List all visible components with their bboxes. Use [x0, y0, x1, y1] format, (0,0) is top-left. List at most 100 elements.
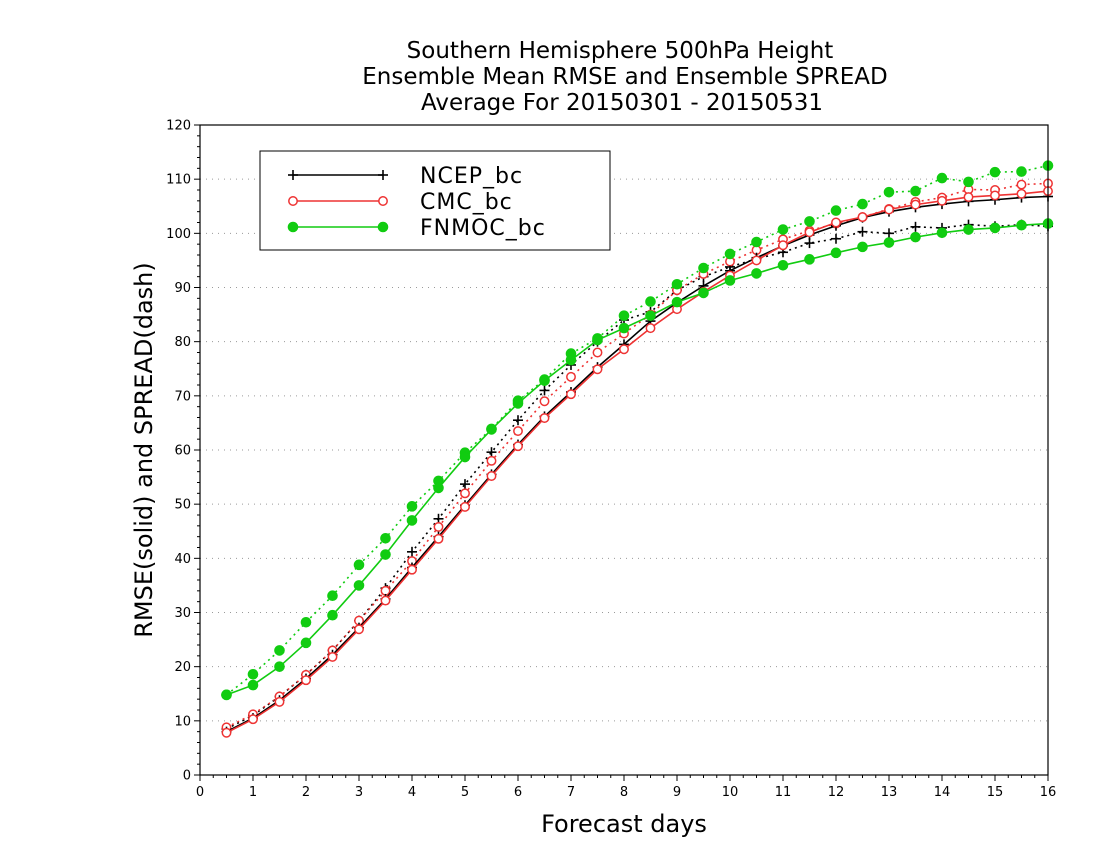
series-cmc-bc-spread-point: [513, 426, 523, 436]
series-cmc-bc-rmse-point: [301, 675, 311, 686]
series-cmc-bc-rmse-point: [539, 413, 550, 423]
series-ncep-bc-rmse-line: [226, 195, 1049, 733]
series-fnmoc-bc-rmse-point: [645, 310, 656, 321]
series-fnmoc-bc-rmse-point: [512, 398, 524, 409]
x-tick-label: 12: [828, 785, 845, 800]
series-cmc-bc-spread-line: [226, 182, 1049, 729]
legend-item-cmc-bc: CMC_bc: [288, 190, 513, 215]
series-cmc-bc-rmse-point: [910, 199, 921, 210]
y-tick-label: 100: [166, 227, 191, 242]
series-fnmoc-bc-rmse-point: [459, 451, 471, 463]
series-cmc-bc-rmse-point: [884, 204, 894, 215]
x-tick-label: 16: [1040, 785, 1057, 800]
legend-marker: [378, 196, 388, 206]
grid: [200, 178, 1048, 722]
y-tick-label: 20: [174, 660, 191, 675]
series-fnmoc-bc-rmse-point: [963, 224, 974, 235]
series-fnmoc-bc-rmse-point: [804, 254, 815, 265]
series-cmc-bc-rmse-point: [513, 441, 523, 452]
series-fnmoc-bc-spread-point: [883, 186, 895, 198]
series-fnmoc-bc-spread-point: [777, 224, 789, 235]
y-tick-label: 110: [166, 173, 191, 188]
x-tick-label: 0: [196, 785, 204, 800]
series-fnmoc-bc-rmse-point: [380, 549, 391, 560]
series-fnmoc-bc-spread-point: [274, 645, 285, 656]
series-fnmoc-bc-spread-point: [830, 205, 842, 216]
x-tick-label: 14: [934, 785, 951, 800]
series-fnmoc-bc-rmse-point: [989, 222, 1001, 234]
series-fnmoc-bc-rmse-point: [857, 241, 868, 253]
series-cmc-bc-rmse-point: [751, 255, 762, 266]
series-fnmoc-bc-spread-point: [963, 176, 974, 188]
x-tick-label: 15: [987, 785, 1004, 800]
series-fnmoc-bc-spread-point: [724, 248, 736, 260]
series-fnmoc-bc-rmse-point: [274, 661, 285, 672]
series-ncep-bc-spread-point: [831, 233, 841, 244]
series-fnmoc-bc-rmse-point: [671, 296, 683, 308]
series-cmc-bc-rmse-point: [831, 217, 841, 228]
series-fnmoc-bc-spread-point: [671, 278, 683, 290]
series-cmc-bc-spread-point: [380, 585, 391, 596]
series-ncep-bc-spread-point: [857, 226, 868, 237]
series-cmc-bc-rmse-line: [226, 190, 1049, 734]
series-fnmoc-bc-spread-point: [247, 668, 259, 680]
series-fnmoc-bc-spread-point: [618, 310, 630, 321]
chart-title: Southern Hemisphere 500hPa Height Ensemb…: [362, 38, 887, 116]
series-ncep-bc-spread-line: [226, 223, 1049, 730]
series-fnmoc-bc-spread-point: [936, 172, 948, 184]
legend-label: NCEP_bc: [420, 164, 523, 189]
title-line-3: Average For 20150301 - 20150531: [421, 90, 823, 116]
series-fnmoc-bc-rmse-point: [300, 637, 312, 649]
series-fnmoc-bc-spread-point: [380, 532, 391, 544]
y-tick-label: 10: [174, 714, 191, 729]
legend-label: CMC_bc: [420, 190, 513, 215]
legend-marker: [287, 221, 299, 233]
series-fnmoc-bc-rmse-point: [486, 424, 497, 435]
series-fnmoc-bc-rmse-point: [830, 247, 842, 259]
series-fnmoc-bc-rmse-point: [221, 689, 232, 701]
series-fnmoc-bc-spread-point: [300, 616, 312, 628]
series-fnmoc-bc-rmse-point: [618, 322, 630, 334]
series-fnmoc-bc-spread-point: [327, 590, 338, 602]
series-fnmoc-bc-rmse-point: [936, 227, 948, 239]
series-cmc-bc-spread-point: [460, 488, 470, 499]
series-cmc-bc-rmse-point: [380, 595, 391, 606]
series-cmc-bc-rmse-point: [274, 696, 285, 707]
series-fnmoc-bc-rmse-point: [724, 275, 736, 286]
y-tick-label: 90: [174, 281, 191, 296]
legend-item-ncep-bc: NCEP_bc: [288, 164, 523, 189]
series-layer: [221, 160, 1054, 738]
series-cmc-bc-spread-point: [486, 455, 497, 466]
series-cmc-bc-rmse-point: [778, 240, 788, 251]
series-ncep-bc-spread-point: [910, 221, 921, 232]
series-cmc-bc-rmse-point: [486, 471, 497, 481]
legend-marker: [288, 170, 298, 180]
series-ncep-bc-spread-point: [884, 228, 894, 239]
x-tick-label: 5: [461, 785, 469, 800]
series-ncep-bc-spread-point: [513, 415, 523, 426]
series-cmc-bc-rmse-point: [566, 389, 576, 400]
series-fnmoc-bc-rmse-point: [406, 515, 418, 526]
series-fnmoc-bc-spread-point: [698, 262, 709, 274]
series-fnmoc-bc-rmse-point: [592, 334, 603, 346]
legend-item-fnmoc-bc: FNMOC_bc: [287, 216, 545, 241]
series-fnmoc-bc-rmse-point: [1016, 219, 1027, 231]
series-cmc-bc-rmse-point: [354, 624, 364, 635]
series-fnmoc-bc-rmse-point: [353, 580, 365, 591]
y-tick-label: 0: [183, 769, 191, 784]
x-tick-label: 1: [249, 785, 257, 800]
y-tick-label: 40: [174, 552, 191, 567]
y-tick-label: 60: [174, 444, 191, 459]
series-fnmoc-bc-rmse-point: [433, 482, 444, 494]
x-axis-label: Forecast days: [541, 810, 707, 838]
series-cmc-bc-rmse-point: [619, 344, 629, 355]
series-fnmoc-bc-spread-point: [857, 198, 868, 210]
legend-marker: [378, 170, 388, 180]
series-cmc-bc-spread-point: [1016, 179, 1027, 190]
series-fnmoc-bc-spread-point: [804, 216, 815, 227]
series-cmc-bc-rmse-point: [460, 501, 470, 512]
series-fnmoc-bc-rmse-point: [327, 609, 338, 621]
y-tick-label: 70: [174, 389, 191, 404]
